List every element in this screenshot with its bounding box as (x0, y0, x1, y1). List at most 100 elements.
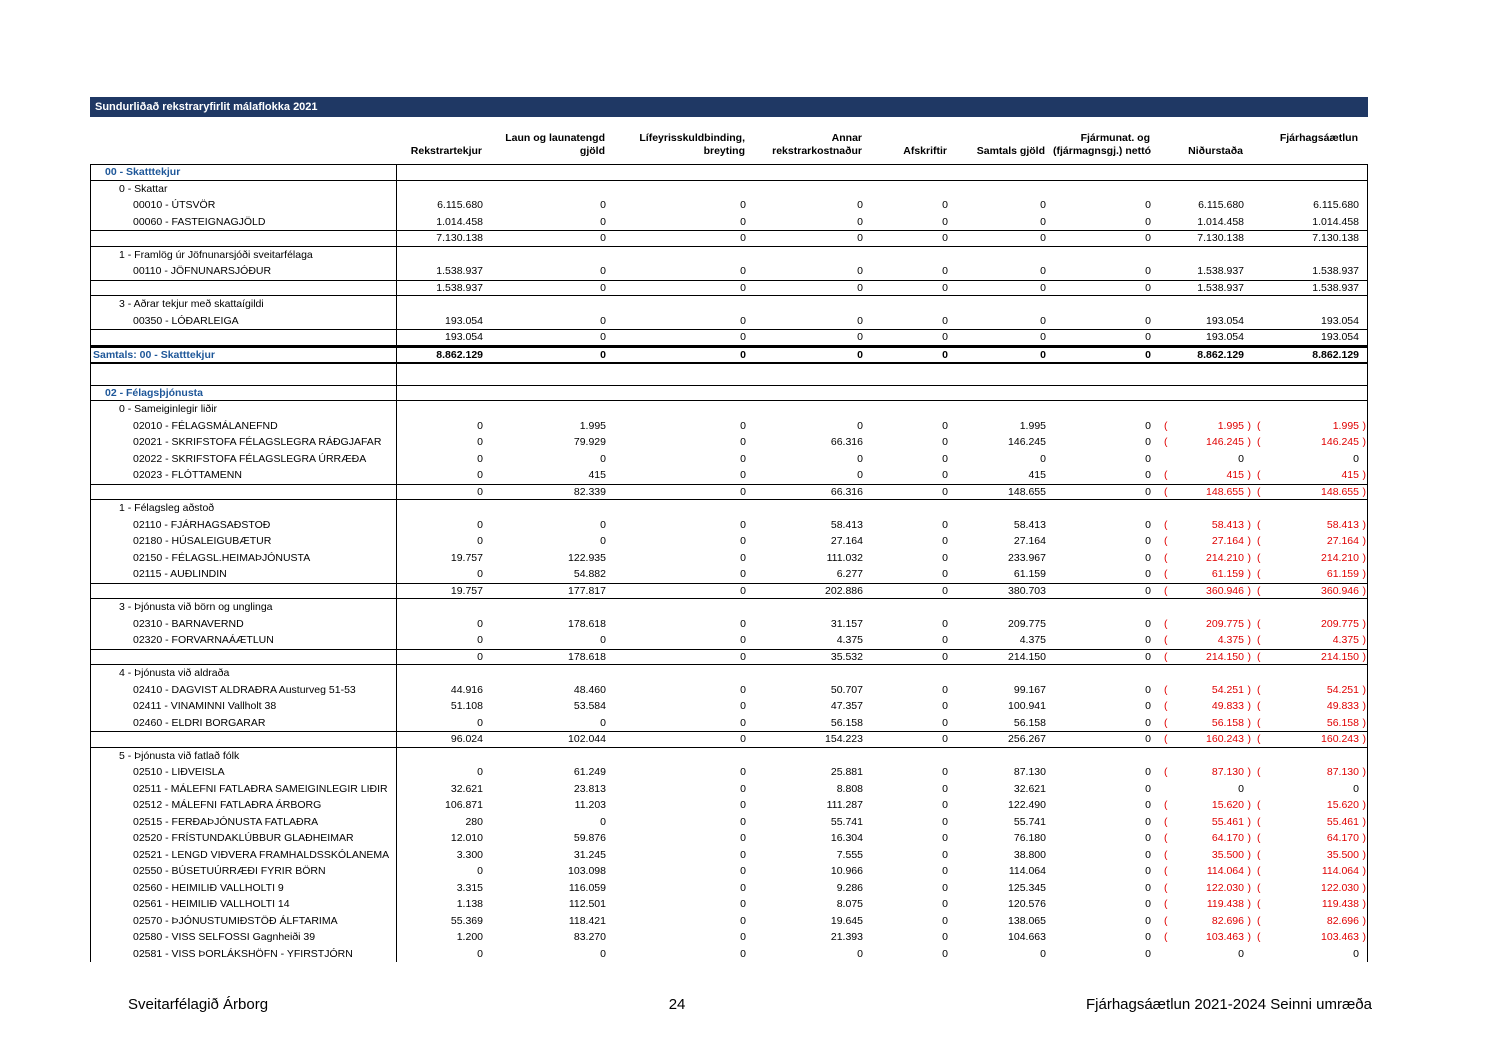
value-cell: 7.130.138 (1197, 232, 1244, 245)
row-label: 00110 - JÖFNUNARSJÓÐUR (91, 263, 397, 280)
value-cell: 0 (1145, 419, 1151, 432)
value-cell: 154.223 (825, 733, 863, 746)
value-cell: 0 (740, 584, 746, 597)
value-cell: 0 (857, 281, 863, 294)
value-cell: 0 (942, 898, 948, 911)
value-cell: 0 (740, 232, 746, 245)
value-cell: (15.620) (1257, 799, 1366, 812)
value-cell: (214.210) (1257, 551, 1366, 564)
value-cell: 1.995 (579, 419, 606, 432)
value-cell: 0 (477, 947, 483, 960)
subtotal-row: 7.130.138 0 0 0 0 0 0 7.130.138 7.130.138 (91, 230, 1367, 247)
value-cell: 0 (942, 281, 948, 294)
row-label: 00 - Skatttekjur (91, 165, 397, 180)
row-label: Samtals: 00 - Skatttekjur (91, 347, 397, 362)
value-cell: 32.621 (450, 782, 483, 795)
value-cell: 0 (942, 331, 948, 344)
value-cell: 0 (1145, 348, 1151, 361)
value-cell: (54.251) (1164, 683, 1251, 696)
account-row: 02520 - FRÍSTUNDAKLÚBBUR GLAÐHEIMAR 12.01… (91, 830, 1367, 847)
value-cell: (160.243) (1257, 733, 1366, 746)
value-cell: 0 (1145, 469, 1151, 482)
row-label (91, 330, 397, 345)
value-cell: 8.862.129 (1312, 348, 1359, 361)
account-row: 02581 - VISS ÞORLÁKSHÖFN - YFIRSTJÓRN 0 0 0… (91, 945, 1367, 962)
value-cell: 55.369 (450, 914, 483, 927)
value-cell: 0 (600, 518, 606, 531)
value-cell: 0 (740, 914, 746, 927)
value-cell: 31.245 (573, 848, 606, 861)
value-cell: 3.300 (456, 848, 483, 861)
row-label (91, 363, 397, 385)
value-cell: 38.800 (1013, 848, 1046, 861)
subtotal-row: 96.024 102.044 0 154.223 0 256.267 0 (160.243) (… (91, 731, 1367, 748)
value-cell: 0 (1145, 265, 1151, 278)
value-cell: 0 (942, 832, 948, 845)
value-cell: (4.375) (1164, 634, 1251, 647)
value-cell: 0 (1040, 331, 1046, 344)
value-cell: 11.203 (574, 799, 606, 812)
value-cell: 0 (1040, 232, 1046, 245)
value-cell: (55.461) (1164, 815, 1251, 828)
value-cell: 102.044 (568, 733, 606, 746)
column-header: Fjárhagsáætlun (1279, 132, 1358, 144)
value-cell: 256.267 (1008, 733, 1046, 746)
row-label: 0 - Sameiginlegir liðir (91, 401, 397, 418)
value-cell: 0 (942, 199, 948, 212)
value-cell: 0 (740, 518, 746, 531)
account-row: 02110 - FJÁRHAGSAÐSTOÐ 0 0 0 58.413 0 58.413 0 (… (91, 516, 1367, 533)
value-cell: 116.059 (568, 881, 606, 894)
value-cell: 0 (477, 452, 483, 465)
row-label: 02110 - FJÁRHAGSAÐSTOÐ (91, 516, 397, 533)
value-cell: 0 (1145, 716, 1151, 729)
value-cell: 0 (1145, 766, 1151, 779)
value-cell: (146.245) (1257, 436, 1366, 449)
row-label: 02511 - MÁLEFNI FATLAÐRA SAMEIGINLEGIR L… (91, 780, 397, 797)
value-cell: (82.696) (1164, 914, 1251, 927)
section-header-row: 02 - Félagsþjónusta (91, 384, 1367, 401)
account-row: 02115 - AUÐLINDIN 0 54.882 0 6.277 0 61.159 0 (6… (91, 566, 1367, 583)
value-cell: 12.010 (450, 832, 483, 845)
row-label: 02023 - FLÓTTAMENN (91, 467, 397, 484)
value-cell: (35.500) (1257, 848, 1366, 861)
value-cell: 0 (740, 199, 746, 212)
value-cell: 0 (1040, 281, 1046, 294)
row-label: 02022 - SKRIFSTOFA FÉLAGSLEGRA ÚRRÆÐA (91, 450, 397, 467)
value-cell: 1.014.458 (436, 215, 483, 228)
value-cell: 193.054 (445, 314, 483, 327)
value-cell: 0 (740, 650, 746, 663)
value-cell: 1.538.937 (1197, 281, 1244, 294)
value-cell: 0 (1145, 799, 1151, 812)
value-cell: 106.871 (445, 799, 483, 812)
value-cell: 0 (1145, 535, 1151, 548)
account-row: 02150 - FÉLAGSL.HEIMAÞJÓNUSTA 19.757 122.9… (91, 549, 1367, 566)
value-cell: 55.741 (830, 815, 863, 828)
account-row: 02550 - BÚSETUÚRRÆÐI FYRIR BÖRN 0 103.098 0… (91, 863, 1367, 880)
value-cell: 0 (1145, 436, 1151, 449)
value-cell: 0 (477, 485, 483, 498)
value-cell: 0 (477, 518, 483, 531)
value-cell: 0 (740, 348, 746, 361)
value-cell: 51.108 (450, 700, 483, 713)
value-cell: 0 (942, 551, 948, 564)
group-header-row: 3 - Þjónusta við börn og unglinga (91, 599, 1367, 616)
value-cell: 202.886 (825, 584, 863, 597)
value-cell: 122.935 (568, 551, 606, 564)
value-cell: 0 (600, 716, 606, 729)
value-cell: 83.270 (573, 931, 606, 944)
value-cell: (119.438) (1164, 898, 1251, 911)
value-cell: 0 (740, 617, 746, 630)
row-label (91, 732, 397, 747)
value-cell: 1.200 (456, 931, 483, 944)
value-cell: 59.876 (573, 832, 606, 845)
value-cell: 54.882 (573, 568, 606, 581)
value-cell: 0 (857, 215, 863, 228)
value-cell: 0 (600, 265, 606, 278)
row-label: 02320 - FORVARNAÁÆTLUN (91, 632, 397, 649)
value-cell: 0 (740, 419, 746, 432)
value-cell: (415) (1164, 469, 1251, 482)
value-cell: (61.159) (1164, 568, 1251, 581)
value-cell: 0 (1145, 281, 1151, 294)
value-cell: 0 (1238, 452, 1244, 465)
value-cell: 0 (1145, 215, 1151, 228)
